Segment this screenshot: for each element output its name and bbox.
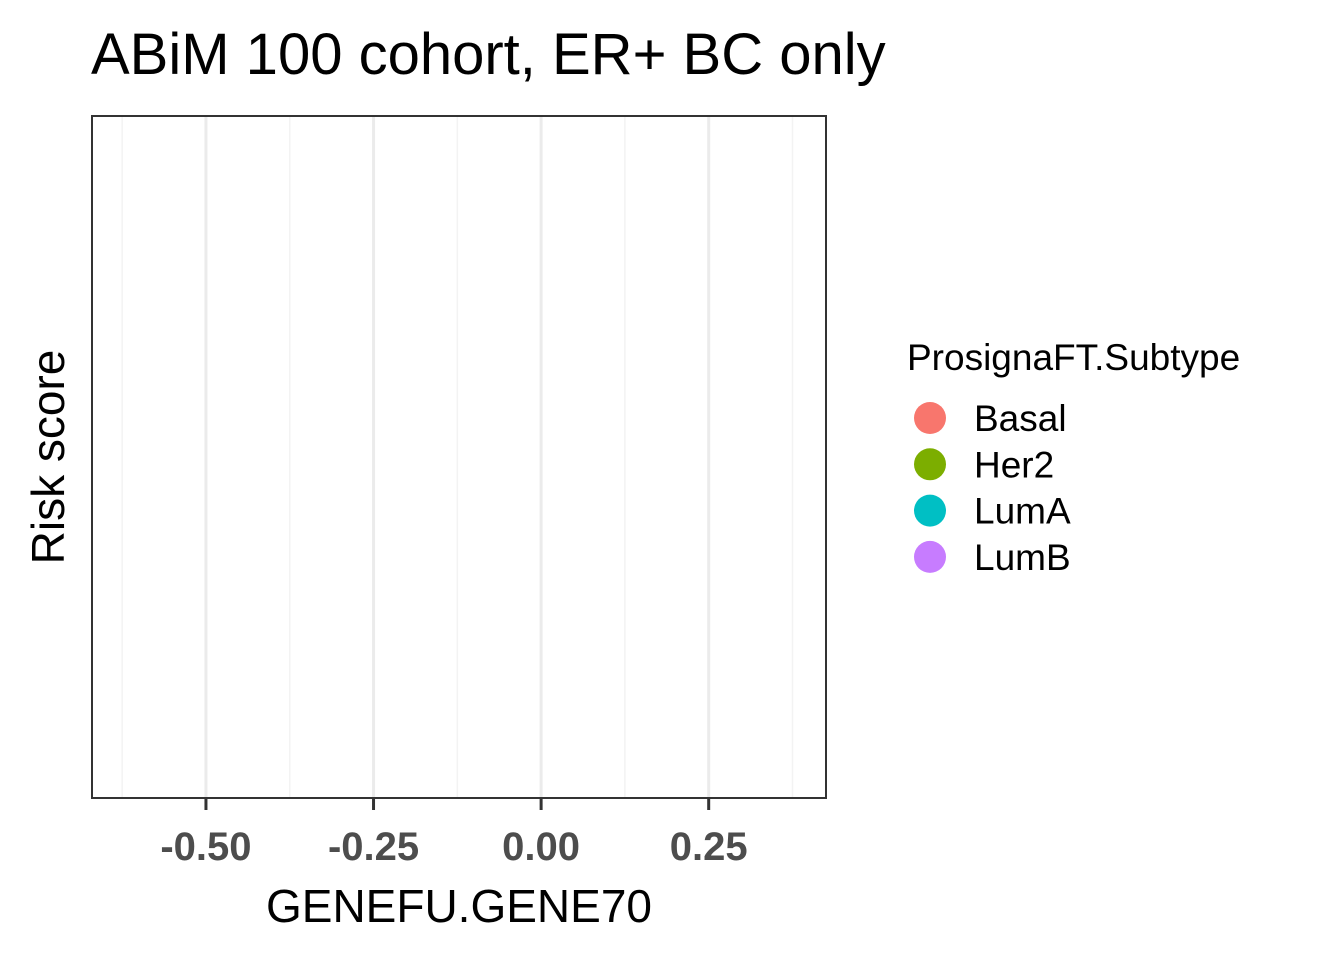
legend-title: ProsignaFT.Subtype [907, 337, 1240, 378]
x-axis-tick-labels: -0.50 -0.25 0.00 0.25 [160, 825, 747, 869]
x-tick-label: -0.25 [328, 825, 419, 869]
chart-title: ABiM 100 cohort, ER+ BC only [91, 22, 886, 87]
minor-gridlines [121, 116, 794, 798]
panel-border [91, 115, 827, 799]
x-tick-label: 0.00 [502, 825, 580, 869]
legend-label-luma: LumA [974, 491, 1071, 532]
x-tick-label: -0.50 [160, 825, 251, 869]
legend-key-her2 [914, 448, 946, 481]
legend-label-her2: Her2 [974, 444, 1054, 485]
legend-key-lumb [914, 540, 946, 573]
legend-key-luma [914, 494, 946, 527]
legend-key-basal [914, 402, 946, 434]
legend-items: Basal Her2 LumA LumB [914, 398, 1071, 578]
legend-label-basal: Basal [974, 398, 1067, 439]
x-tick-label: 0.25 [670, 825, 748, 869]
x-axis-ticks [204, 798, 711, 810]
legend: ProsignaFT.Subtype Basal Her2 LumA LumB [907, 337, 1240, 578]
legend-label-lumb: LumB [974, 537, 1071, 578]
y-axis-title: Risk score [22, 350, 74, 565]
major-gridlines [204, 116, 711, 798]
x-axis-title: GENEFU.GENE70 [266, 880, 652, 932]
